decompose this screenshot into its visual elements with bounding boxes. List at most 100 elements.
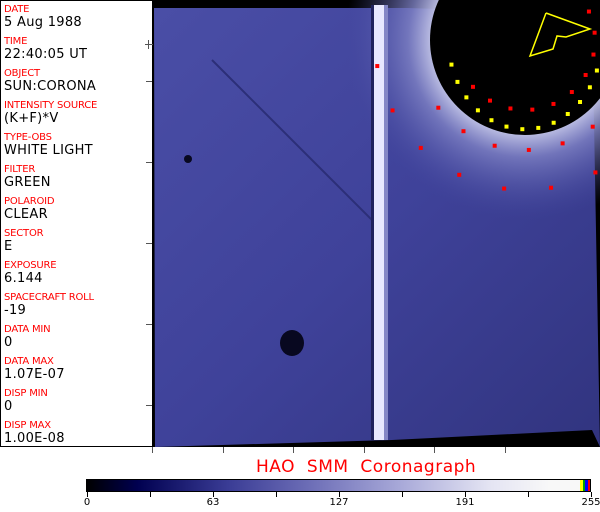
overlay-marker bbox=[390, 108, 395, 113]
overlay-marker bbox=[461, 129, 466, 134]
overlay-marker bbox=[551, 101, 556, 106]
info-field-type-obs: TYPE-OBS WHITE LIGHT bbox=[4, 132, 93, 158]
overlay-marker bbox=[489, 118, 494, 123]
overlay-marker bbox=[594, 68, 599, 73]
field-value: CLEAR bbox=[4, 207, 48, 222]
field-value: (K+F)*V bbox=[4, 111, 59, 126]
info-field-sector: SECTOR E bbox=[4, 228, 44, 254]
field-label: INTENSITY SOURCE bbox=[4, 100, 98, 111]
colorbar-tick-label: 255 bbox=[581, 497, 600, 508]
info-field-date: DATE 5 Aug 1988 bbox=[4, 4, 82, 30]
field-label: SPACECRAFT ROLL bbox=[4, 292, 94, 303]
field-value: 5 Aug 1988 bbox=[4, 15, 83, 30]
north-pointer bbox=[528, 12, 593, 58]
colorbar-tick-label: 191 bbox=[455, 497, 475, 508]
field-label: TIME bbox=[4, 36, 28, 47]
axis-tick bbox=[146, 243, 152, 244]
field-value: SUN:CORONA bbox=[4, 79, 97, 94]
info-field-disp-min: DISP MIN 0 bbox=[4, 388, 48, 414]
info-field-time: TIME 22:40:05 UT bbox=[4, 36, 87, 62]
overlay-marker bbox=[526, 147, 531, 152]
info-field-data-max: DATA MAX 1.07E-07 bbox=[4, 356, 65, 382]
occulter-pylon bbox=[374, 5, 384, 440]
info-field-spacecraft-roll: SPACECRAFT ROLL -19 bbox=[4, 292, 94, 318]
overlay-marker bbox=[565, 111, 570, 116]
overlay-marker bbox=[549, 185, 554, 190]
field-label: DATE bbox=[4, 4, 30, 15]
colorbar-tick bbox=[465, 492, 466, 497]
overlay-marker bbox=[590, 124, 595, 129]
colorbar-tick bbox=[591, 492, 592, 497]
axis-tick bbox=[146, 405, 152, 406]
field-value: WHITE LIGHT bbox=[4, 143, 93, 158]
axis-tick bbox=[222, 447, 224, 453]
colorbar-tick bbox=[402, 492, 403, 497]
info-field-intensity-source: INTENSITY SOURCE (K+F)*V bbox=[4, 100, 97, 126]
overlay-marker bbox=[475, 108, 480, 113]
overlay-marker bbox=[591, 52, 596, 57]
overlay-marker bbox=[583, 73, 588, 77]
overlay-marker bbox=[449, 62, 454, 67]
overlay-marker bbox=[569, 90, 574, 95]
overlay-marker bbox=[578, 99, 583, 104]
field-value: 0 bbox=[4, 399, 13, 414]
overlay-marker bbox=[464, 95, 469, 100]
field-label: DISP MIN bbox=[4, 388, 48, 399]
info-field-disp-max: DISP MAX 1.00E-08 bbox=[4, 420, 65, 446]
axis-tick bbox=[504, 447, 506, 453]
info-field-data-min: DATA MIN 0 bbox=[4, 324, 51, 350]
axis-tick bbox=[146, 162, 152, 163]
field-value: GREEN bbox=[4, 175, 51, 190]
field-value: 1.00E-08 bbox=[4, 431, 65, 446]
field-value: -19 bbox=[4, 303, 27, 318]
info-field-polaroid: POLAROID CLEAR bbox=[4, 196, 55, 222]
overlay-marker bbox=[586, 9, 591, 14]
overlay-marker bbox=[418, 145, 423, 150]
axis-tick bbox=[434, 447, 435, 453]
overlay-marker bbox=[593, 170, 598, 175]
overlay-marker bbox=[508, 106, 513, 111]
overlay-marker bbox=[536, 125, 541, 130]
colorbar-tick bbox=[213, 492, 214, 497]
field-value: 1.07E-07 bbox=[4, 367, 65, 382]
field-value: 22:40:05 UT bbox=[4, 47, 88, 62]
colorbar-tick bbox=[276, 492, 277, 497]
overlay-marker bbox=[530, 107, 535, 112]
info-field-filter: FILTER GREEN bbox=[4, 164, 51, 190]
field-label: SECTOR bbox=[4, 228, 44, 239]
field-label: DATA MAX bbox=[4, 356, 54, 367]
overlay-marker bbox=[520, 127, 525, 132]
occulting-disk bbox=[430, 0, 600, 135]
overlay-marker bbox=[551, 120, 556, 125]
axis-tick bbox=[146, 324, 152, 325]
overlay-marker bbox=[592, 30, 597, 35]
overlay-marker bbox=[587, 85, 592, 90]
axis-tick bbox=[146, 81, 152, 82]
field-value: 6.144 bbox=[4, 271, 43, 286]
field-label: DISP MAX bbox=[4, 420, 51, 431]
field-label: POLAROID bbox=[4, 196, 55, 207]
field-value: E bbox=[4, 239, 13, 254]
axis-tick bbox=[363, 447, 365, 453]
colorbar bbox=[86, 479, 591, 492]
colorbar-tick-label: 127 bbox=[329, 497, 349, 508]
overlay-marker bbox=[492, 143, 497, 148]
overlay-marker bbox=[455, 79, 460, 84]
overlay-marker bbox=[457, 172, 462, 177]
field-label: FILTER bbox=[4, 164, 36, 175]
overlay-marker bbox=[436, 105, 441, 110]
overlay-marker bbox=[470, 84, 475, 89]
axis-tick bbox=[293, 447, 294, 453]
colorbar-tick bbox=[339, 492, 340, 497]
field-label: OBJECT bbox=[4, 68, 40, 79]
field-label: TYPE-OBS bbox=[4, 132, 52, 143]
colorbar-tick bbox=[528, 492, 529, 497]
coronagraph-image bbox=[152, 0, 600, 447]
info-panel: DATE 5 Aug 1988 TIME 22:40:05 UT OBJECT SUN:C… bbox=[0, 0, 153, 447]
colorbar-tick bbox=[150, 492, 151, 497]
overlay-marker bbox=[504, 124, 509, 129]
info-field-object: OBJECT SUN:CORONA bbox=[4, 68, 96, 94]
axis-tick bbox=[152, 447, 153, 453]
colorbar-tick bbox=[87, 492, 88, 497]
chart-title: HAO SMM Coronagraph bbox=[256, 457, 477, 477]
